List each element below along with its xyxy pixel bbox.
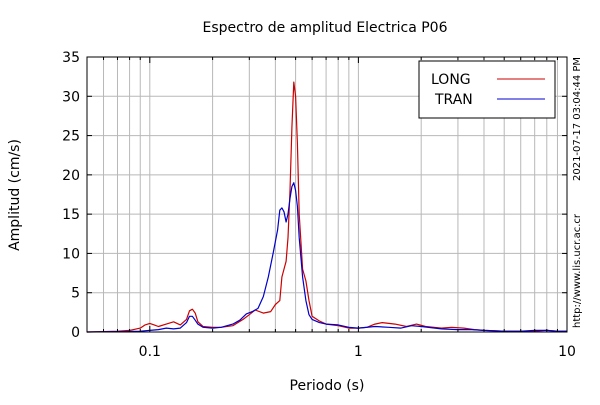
plot-frame <box>86 56 568 333</box>
source-url-label: http://www.lis.ucr.ac.cr <box>572 213 583 328</box>
axes: 0 5 10 15 20 25 30 35 0.1 1 10 <box>62 50 576 360</box>
legend-label-long: LONG <box>431 72 471 88</box>
y-tick-label: 35 <box>62 50 80 66</box>
y-axis-label: Amplitud (cm/s) <box>7 139 23 251</box>
grid <box>87 57 567 332</box>
timestamp-label: 2021-07-17 03:04:44 PM <box>572 57 583 181</box>
chart-title: Espectro de amplitud Electrica P06 <box>203 20 448 36</box>
y-tick-label: 5 <box>71 286 80 302</box>
y-tick-label: 10 <box>62 246 80 262</box>
y-tick-label: 20 <box>62 168 80 184</box>
legend-box <box>418 60 556 119</box>
series-line-tran <box>86 182 567 333</box>
x-tick-label: 1 <box>354 344 363 360</box>
x-tick-label: 0.1 <box>139 344 161 360</box>
x-tick-label: 10 <box>558 344 576 360</box>
y-tick-label: 25 <box>62 129 80 145</box>
legend: LONG TRAN <box>418 60 556 119</box>
x-axis-label: Periodo (s) <box>290 378 365 394</box>
y-tick-label: 30 <box>62 89 80 105</box>
y-tick-label: 0 <box>71 325 80 341</box>
legend-label-tran: TRAN <box>434 92 473 108</box>
y-tick-label: 15 <box>62 207 80 223</box>
series-layer <box>86 81 567 333</box>
